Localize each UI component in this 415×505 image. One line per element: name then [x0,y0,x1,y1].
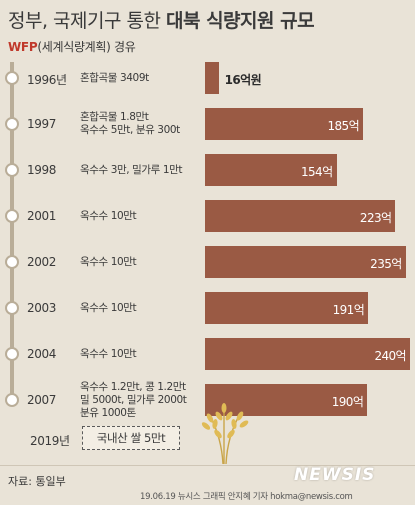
year-2019-label: 2019년 [30,434,70,448]
description-line: 옥수수 5만t, 분유 300t [80,124,180,136]
row-description: 옥수수 1.2만t, 콩 1.2만t 밀 5000t, 밀가루 2000t 분유 1… [80,380,187,420]
bar-value-label: 235억 [370,257,402,271]
bar [205,108,364,140]
year-label: 1997 [27,117,56,131]
newsis-logo: NEWSIS [294,465,376,485]
chart-subtitle: WFP(세계식량계획) 경유 [8,38,136,55]
timeline-dot [5,301,19,315]
timeline-dot [5,117,19,131]
year-label: 2004 [27,347,56,361]
timeline-dot [5,347,19,361]
year-label: 2002 [27,255,56,269]
bar-value-label: 240억 [374,349,406,363]
description-line: 옥수수 10만t [80,255,137,268]
bar [205,292,369,324]
row-description: 옥수수 10만t [80,209,137,223]
bar-value-label: 223억 [359,211,392,225]
description-line: 옥수수 3만, 밀가루 1만t [80,163,183,176]
description-line: 옥수수 10만t [80,301,137,314]
description-line: 옥수수 1.2만t, 콩 1.2만t [80,380,186,393]
timeline-dot [5,71,19,85]
rice-plan-box: 국내산 쌀 5만t [82,426,180,450]
bar [205,200,396,232]
timeline-dot [5,255,19,269]
bar-value-label: 185억 [327,119,360,133]
timeline-dot [5,393,19,407]
row-description: 옥수수 10만t [80,347,137,361]
footer-divider [0,465,415,466]
timeline-line [10,62,14,400]
row-description: 혼합곡물 1.8만t 옥수수 5만t, 분유 300t [80,111,180,137]
row-description: 옥수수 3만, 밀가루 1만t [80,163,183,177]
row-description: 옥수수 10만t [80,301,137,315]
source-note: 자료: 통일부 [8,475,66,488]
subtitle-wfp: WFP [8,40,38,54]
graphic-credit: 19.06.19 뉴시스 그래픽 안지혜 기자 hokma@newsis.com [140,492,353,502]
year-label: 2007 [27,393,56,407]
subtitle-rest: (세계식량계획) 경유 [37,40,136,54]
bar [205,246,406,278]
bar [205,384,368,416]
bar-value-label: 190억 [331,395,364,409]
year-label: 2003 [27,301,56,315]
title-main: 대북 식량지원 규모 [166,10,315,32]
description-line: 혼합곡물 1.8만t [80,111,149,123]
year-label: 1998 [27,163,56,177]
year-label: 2001 [27,209,56,223]
row-description: 옥수수 10만t [80,255,137,269]
rice-grain-icon [201,403,249,465]
bar-value-label: 191억 [332,303,365,317]
description-line: 옥수수 10만t [80,347,137,360]
description-line: 분유 1000톤 [80,406,136,419]
bar-value-label: 16억원 [224,73,262,87]
bar-value-label: 154억 [300,165,333,179]
timeline-dot [5,209,19,223]
row-description: 혼합곡물 3409t [80,72,149,85]
bar [205,62,219,94]
timeline-dot [5,163,19,177]
year-label: 1996년 [27,73,67,87]
title-prefix: 정부, 국제기구 통한 [8,10,166,32]
chart-title: 정부, 국제기구 통한 대북 식량지원 규모 [8,6,315,33]
description-line: 혼합곡물 3409t [80,71,149,84]
description-line: 밀 5000t, 밀가루 2000t [80,393,187,406]
bar [205,154,337,186]
description-line: 옥수수 10만t [80,209,137,222]
bar [205,338,410,370]
